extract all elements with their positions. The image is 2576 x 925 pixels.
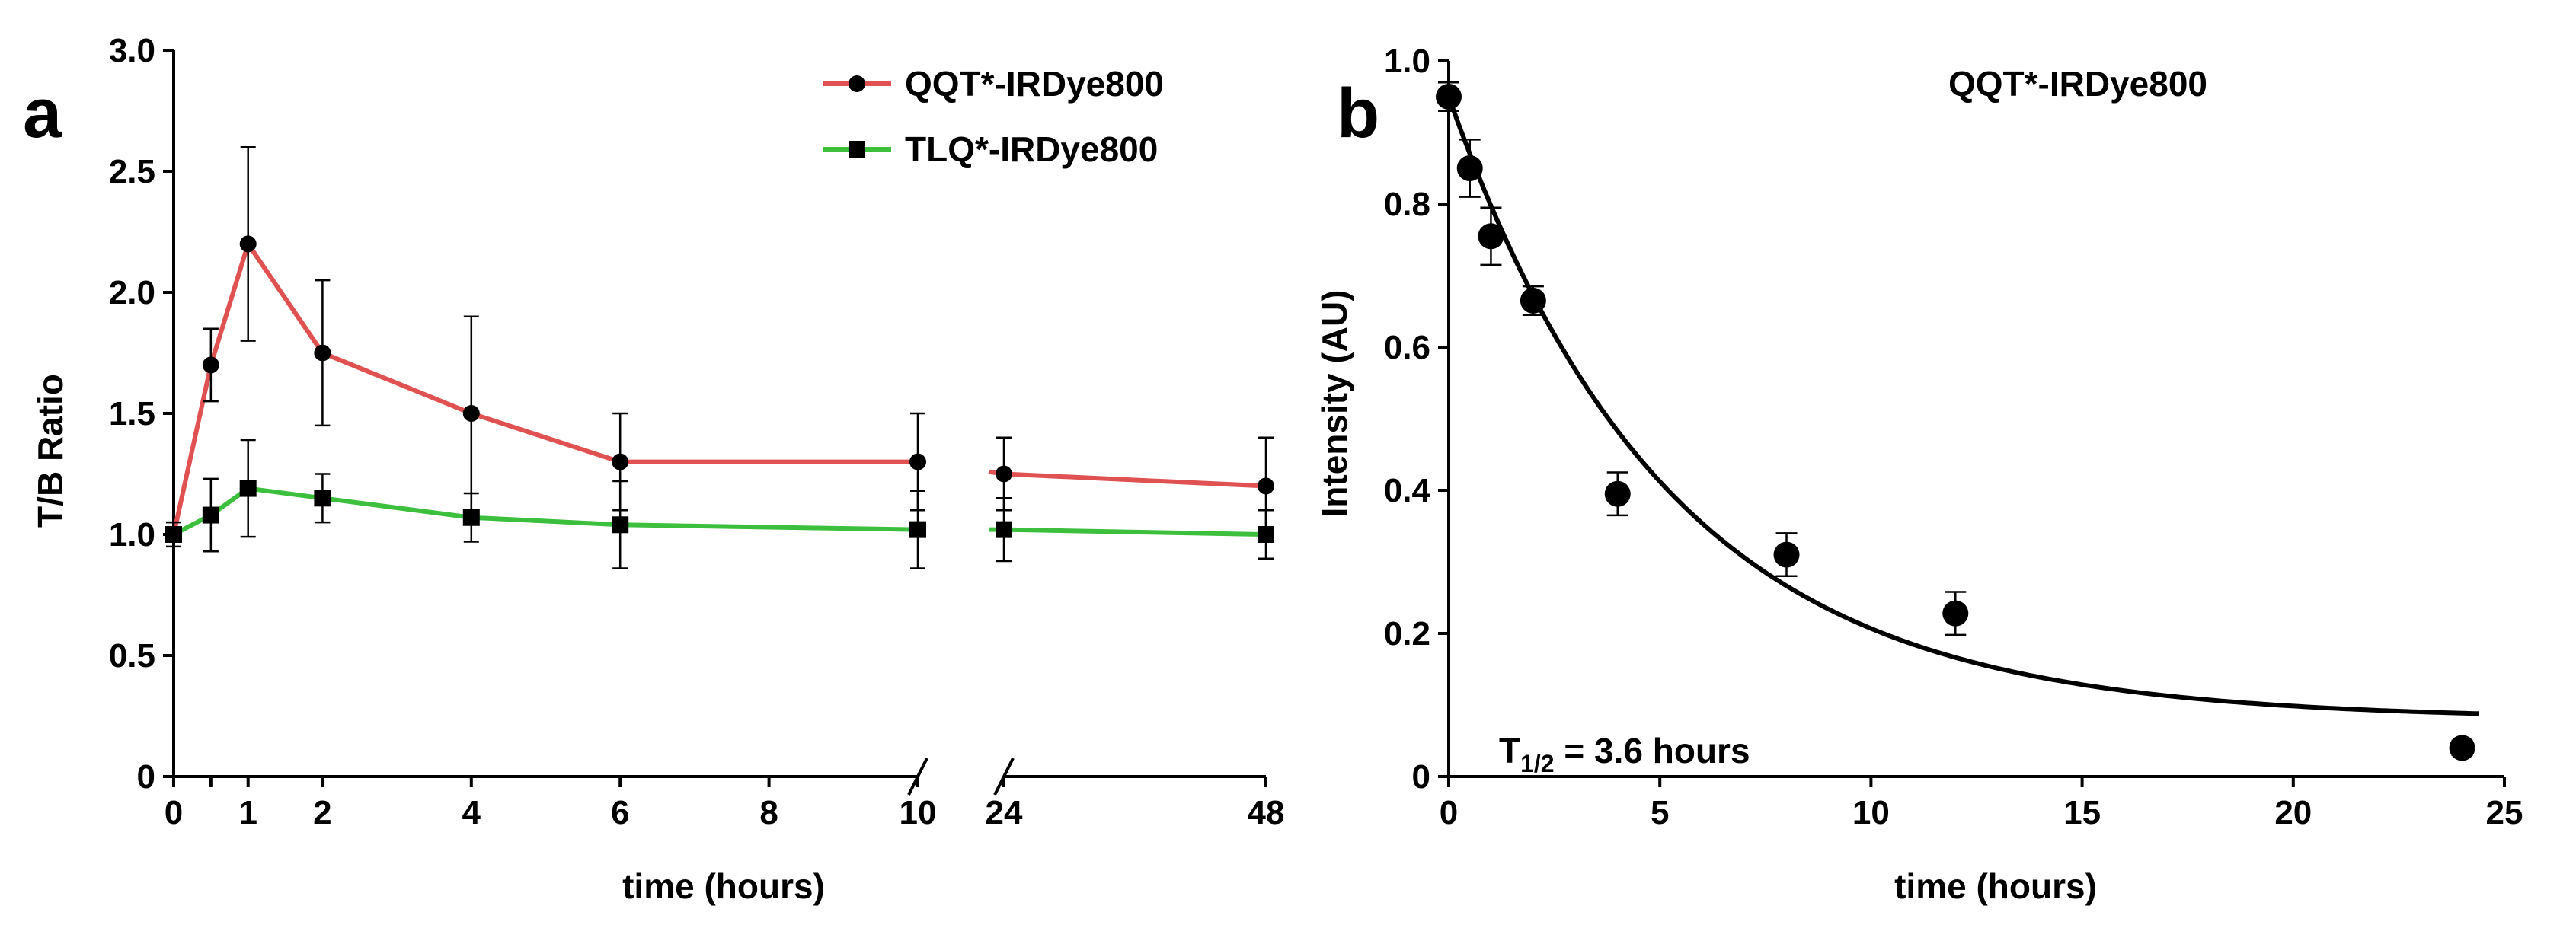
panel-a-plot-area	[165, 145, 1274, 569]
x-tick-label: 24	[986, 794, 1023, 831]
panel-b-title: QQT*-IRDye800	[1948, 64, 2207, 104]
x-tick-label: 6	[611, 794, 629, 831]
x-tick-label: 10	[900, 794, 937, 831]
y-tick-label: 0.4	[1384, 472, 1431, 509]
y-tick-label: 0.2	[1384, 615, 1430, 652]
panel-a-legend: QQT*-IRDye800 TLQ*-IRDye800	[823, 64, 1164, 169]
qqt-series-point	[1258, 477, 1274, 495]
qqt-series-line	[988, 469, 1267, 489]
half-life-annotation: T1/2 = 3.6 hours	[1499, 731, 1750, 777]
tlq-series-point	[612, 516, 629, 534]
tlq-series-point	[909, 521, 926, 538]
legend-label-qqt: QQT*-IRDye800	[905, 64, 1164, 104]
x-tick-label: 0	[1440, 794, 1458, 831]
y-tick-label: 1.0	[109, 516, 155, 553]
panel-b-x-axis-title: time (hours)	[1894, 866, 2097, 906]
x-tick-label: 5	[1651, 794, 1669, 831]
panel-a-y-axis-title: T/B Ratio	[30, 374, 70, 528]
intensity-point	[1478, 223, 1504, 250]
x-tick-label: 25	[2486, 794, 2523, 831]
qqt-series-point	[996, 465, 1012, 483]
x-tick-label: 10	[1852, 794, 1890, 831]
intensity-point	[1942, 600, 1969, 627]
x-tick-label: 2	[313, 794, 331, 831]
y-tick-label: 0.5	[109, 637, 155, 675]
panel-b-y-axis: 0 0.2 0.4 0.6 0.8 1.0	[1384, 43, 1450, 796]
qqt-series-point	[314, 344, 331, 362]
y-tick-label: 0.6	[1384, 329, 1430, 366]
legend-swatch-qqt-marker	[849, 75, 865, 92]
tlq-series-line	[989, 527, 1267, 537]
tlq-series-line	[172, 486, 919, 537]
x-tick-label: 20	[2274, 794, 2312, 831]
tlq-series-point	[165, 526, 182, 543]
panel-a-x-axis: 0 1 2 4 6 8 10 24 48	[165, 758, 1285, 831]
intensity-point	[2449, 735, 2475, 761]
x-tick-label: 8	[759, 794, 778, 831]
qqt-series-point	[462, 405, 480, 422]
intensity-point	[1436, 84, 1462, 110]
tlq-series-point	[314, 490, 331, 507]
decay-fit-curve	[1446, 95, 2479, 716]
panel-b-y-axis-title: Intensity (AU)	[1315, 290, 1354, 518]
x-tick-label: 1	[238, 794, 257, 831]
y-tick-label: 0	[1412, 758, 1430, 796]
panel-b-plot-area	[1436, 81, 2479, 761]
qqt-series-point	[202, 356, 219, 374]
y-tick-label: 2.0	[109, 274, 155, 311]
x-tick-label: 0	[165, 794, 183, 831]
half-life-symbol: T	[1499, 731, 1520, 770]
y-tick-label: 2.5	[109, 153, 155, 190]
x-tick-label: 4	[462, 794, 481, 831]
tlq-series-point	[239, 480, 257, 497]
panel-a-x-axis-title: time (hours)	[622, 866, 825, 906]
tlq-series-point	[202, 506, 219, 524]
qqt-series-point	[239, 235, 257, 253]
panel-a-y-axis: 0 0.5 1.0 1.5 2.0 2.5 3.0	[109, 32, 175, 796]
panel-a-letter: a	[23, 75, 62, 152]
intensity-point	[1520, 287, 1546, 314]
tlq-series-point	[1258, 526, 1274, 543]
qqt-series-line	[171, 238, 918, 535]
y-tick-label: 0	[137, 758, 155, 796]
intensity-point	[1604, 480, 1631, 507]
x-tick-label: 48	[1248, 794, 1285, 831]
legend-swatch-tlq-marker	[849, 141, 865, 158]
y-tick-label: 3.0	[109, 32, 155, 69]
qqt-series-point	[612, 453, 629, 470]
y-tick-label: 0.8	[1384, 186, 1430, 223]
intensity-point	[1773, 541, 1800, 568]
y-tick-label: 1.5	[109, 395, 155, 432]
tlq-series-point	[462, 509, 480, 526]
legend-label-tlq: TLQ*-IRDye800	[905, 129, 1158, 169]
x-tick-label: 15	[2063, 794, 2101, 831]
intensity-point	[1456, 155, 1483, 181]
half-life-value: = 3.6 hours	[1555, 731, 1750, 770]
qqt-series-point	[909, 453, 926, 470]
tlq-series-point	[996, 521, 1012, 538]
half-life-subscript: 1/2	[1520, 750, 1554, 777]
panel-b-letter: b	[1337, 75, 1379, 152]
y-tick-label: 1.0	[1384, 43, 1430, 80]
panel-b-x-axis: 0 5 10 15 20 25	[1440, 775, 2523, 831]
